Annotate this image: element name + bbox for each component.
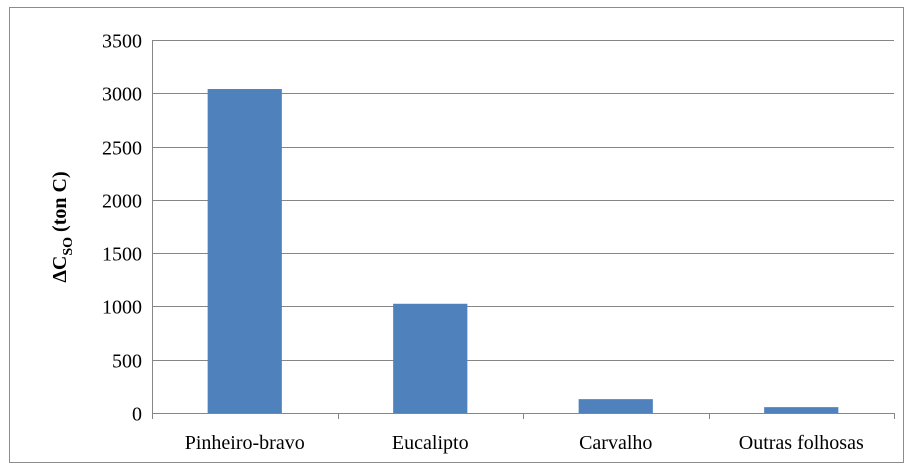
y-tick-label: 1500 — [102, 244, 142, 266]
x-tick-label: Carvalho — [579, 432, 652, 454]
y-tick-label: 2000 — [102, 191, 142, 213]
x-axis-ticks: Pinheiro-bravo Eucalipto Carvalho Outras fo… — [185, 432, 864, 454]
y-tick-label: 2500 — [102, 138, 142, 160]
y-tick-label: 0 — [132, 404, 142, 426]
bar — [393, 303, 468, 413]
y-axis-title: ΔCSO (ton C) — [49, 171, 76, 282]
y-tick-label: 500 — [112, 351, 142, 373]
bar — [764, 407, 839, 413]
x-tick-label: Outras folhosas — [739, 432, 864, 454]
y-axis-ticks: 0 500 1000 1500 2000 2500 3000 3500 — [102, 31, 142, 426]
bars — [207, 89, 839, 413]
x-tick-label: Pinheiro-bravo — [185, 432, 305, 454]
y-axis-title-subscript: SO — [61, 237, 76, 256]
y-axis-title-suffix: (ton C) — [49, 171, 71, 237]
y-tick-label: 3000 — [102, 84, 142, 106]
y-tick-label: 1000 — [102, 297, 142, 319]
bar — [578, 399, 653, 413]
bar — [207, 89, 282, 413]
y-tick-label: 3500 — [102, 31, 142, 53]
x-tick-label: Eucalipto — [392, 432, 469, 454]
y-axis-title-prefix: ΔC — [49, 256, 71, 283]
